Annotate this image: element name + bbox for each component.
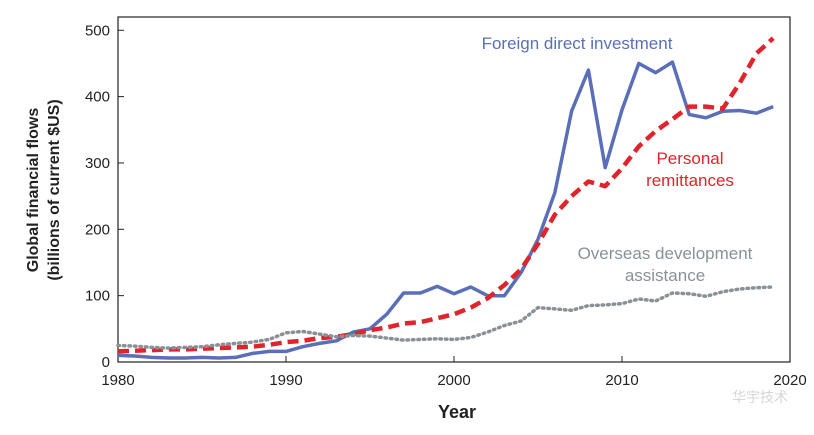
y-axis-title-line1: Global financial flows [25, 108, 42, 273]
series-label-personal-remittances-line2: remittances [646, 171, 734, 190]
series-labels: Foreign direct investment Personal remitta… [482, 34, 753, 285]
series-label-overseas-development-assistance-line1: Overseas development [578, 244, 753, 263]
axes: 0 100 200 300 400 500 1980 1990 2000 2010 2020 [85, 16, 807, 389]
y-tick-label-400: 400 [85, 89, 110, 106]
series-line-overseas-development-assistance [116, 285, 775, 350]
watermark: 华宇技术 [732, 389, 788, 405]
series-label-personal-remittances-line1: Personal [656, 149, 723, 168]
series-line-foreign-direct-investment [117, 60, 774, 360]
series-lines [116, 36, 775, 360]
y-tick-label-0: 0 [102, 354, 110, 371]
series-line-personal-remittances [117, 36, 775, 354]
series-label-foreign-direct-investment-line1: Foreign direct investment [482, 34, 673, 53]
y-axis-title-line2: (billions of current $US) [46, 99, 63, 280]
x-tick-label-1990: 1990 [269, 372, 302, 389]
y-tick-label-300: 300 [85, 155, 110, 172]
watermark-text: 华宇技术 [732, 389, 788, 405]
series-label-overseas-development-assistance-line2: assistance [625, 266, 705, 285]
x-axis-title: Year [438, 402, 476, 422]
x-tick-label-2010: 2010 [605, 372, 638, 389]
x-tick-label-2000: 2000 [437, 372, 470, 389]
y-tick-label-100: 100 [85, 288, 110, 305]
x-tick-label-2020: 2020 [773, 372, 806, 389]
series-points-personal-remittances [118, 38, 773, 351]
y-tick-label-200: 200 [85, 221, 110, 238]
x-tick-label-1980: 1980 [101, 372, 134, 389]
y-axis-title: Global financial flows (billions of curr… [25, 99, 63, 280]
series-points-foreign-direct-investment [118, 62, 773, 358]
y-tick-label-500: 500 [85, 22, 110, 39]
